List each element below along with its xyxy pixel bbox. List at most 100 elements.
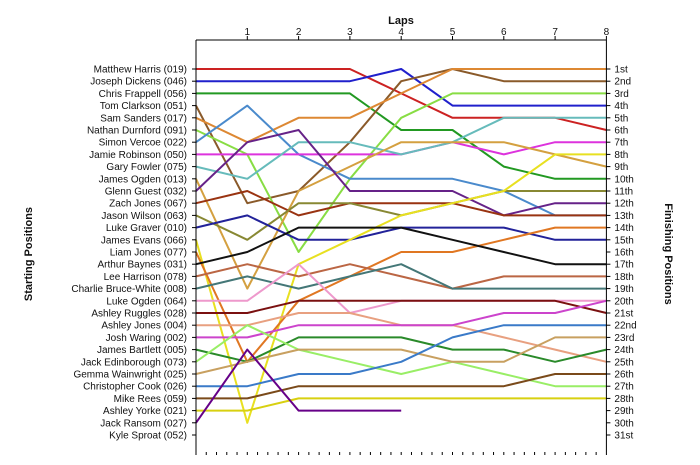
finish-position-label: 16th [614,248,633,259]
series-line [196,68,607,107]
series-line [195,226,607,266]
series-label: Zach Jones (067) [109,199,187,210]
finish-position-label: 6th [614,126,628,137]
series-label: Simon Vercoe (022) [99,138,187,149]
series-line [195,190,607,217]
series-label: Mike Rees (059) [114,394,187,405]
finish-position-label: 5th [614,113,628,124]
finish-position-label: 17th [614,260,633,271]
finish-position-label: 9th [614,162,628,173]
series-label: Chris Frappell (056) [99,89,187,100]
series-line [196,68,607,131]
finish-position-label: 27th [614,382,633,393]
finish-position-label: 25th [614,357,633,368]
series-line [196,373,607,400]
finish-position-label: 31st [614,431,633,442]
finish-position-label: 19th [614,284,633,295]
series-label: James Evans (066) [101,235,187,246]
series-label: Lee Harrison (078) [104,272,187,283]
series-line [196,299,607,314]
finish-position-label: 10th [614,174,633,185]
finish-position-label: 12th [614,199,633,210]
series-label: Luke Graver (010) [106,223,187,234]
x-tick-label: 1 [245,27,251,38]
series-label: Charlie Bruce-White (008) [71,284,187,295]
x-tick-label: 4 [398,27,404,38]
finish-position-label: 15th [614,235,633,246]
finish-position-label: 22nd [614,321,636,332]
series-label: Kyle Sproat (052) [109,431,187,442]
finish-position-label: 21st [614,309,633,320]
x-tick-label: 2 [296,27,302,38]
series-line [195,336,607,363]
series-label: Luke Ogden (064) [106,296,187,307]
finish-position-label: 13th [614,211,633,222]
series-label: Matthew Harris (019) [94,65,187,76]
series-line [195,116,607,180]
series-line [195,348,402,424]
finish-position-label: 30th [614,418,633,429]
finish-position-label: 23rd [614,333,634,344]
series-label: Tom Clarkson (051) [100,101,187,112]
finish-position-label: 24th [614,345,633,356]
series-line [195,68,607,205]
series-label: Josh Waring (002) [106,333,187,344]
series-line [195,129,607,217]
series-label: Ashley Yorke (021) [103,406,187,417]
series-label: Gary Fowler (075) [106,162,187,173]
finish-position-label: 1st [614,65,628,76]
series-layer [195,68,607,424]
series-line [195,263,607,290]
series-label: Gemma Wainwright (025) [73,370,187,381]
series-label: Jack Ransom (027) [100,418,187,429]
series-line [195,263,607,290]
finish-position-label: 29th [614,406,633,417]
series-line [195,324,607,388]
finish-position-label: 2nd [614,77,631,88]
series-line [196,92,607,180]
finish-position-label: 8th [614,150,628,161]
series-label: James Bartlett (005) [97,345,187,356]
x-tick-label: 5 [450,27,456,38]
chart-title: Laps [388,15,414,27]
x-tick-label: 3 [347,27,353,38]
series-label: James Ogden (013) [99,174,187,185]
x-tick-label: 7 [552,27,558,38]
finish-position-label: 14th [614,223,633,234]
finish-position-label: 11th [614,187,633,198]
series-line [195,141,607,290]
finish-position-label: 28th [614,394,633,405]
series-label: Glenn Guest (032) [105,187,187,198]
finish-position-label: 18th [614,272,633,283]
series-line [195,92,607,253]
series-label: Sam Sanders (017) [100,113,187,124]
finish-position-label: 26th [614,370,633,381]
series-label: Jack Edinborough (073) [81,357,187,368]
series-line [196,397,607,412]
x-tick-label: 8 [604,27,610,38]
finish-position-label: 20th [614,296,633,307]
series-line [196,324,607,388]
series-line [195,68,607,144]
series-label: Arthur Baynes (031) [98,260,188,271]
series-label: Ashley Ruggles (028) [91,309,187,320]
finish-position-label: 7th [614,138,628,149]
series-label: Christopher Cook (026) [83,382,187,393]
series-label: Nathan Durnford (091) [87,126,187,137]
axes-layer [192,36,611,455]
series-label: Jason Wilson (063) [101,211,187,222]
finish-position-label: 4th [614,101,628,112]
series-line [196,299,607,339]
right-axis-title: Finishing Positions [662,203,674,304]
series-label: Joseph Dickens (046) [90,77,187,88]
series-label: Liam Jones (077) [110,248,187,259]
x-tick-label: 6 [501,27,507,38]
series-line [195,226,607,363]
finish-position-label: 3rd [614,89,628,100]
series-label: Jamie Robinson (050) [89,150,187,161]
left-axis-title: Starting Positions [23,207,35,301]
series-label: Ashley Jones (004) [101,321,187,332]
series-line [195,336,607,375]
